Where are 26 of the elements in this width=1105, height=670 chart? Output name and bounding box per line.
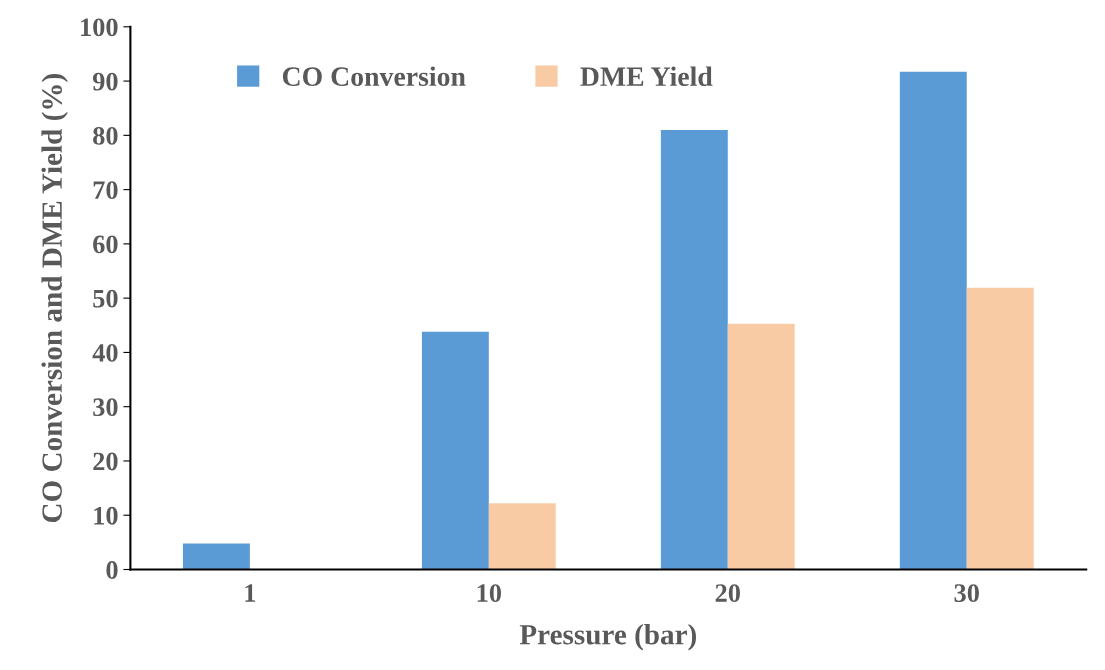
- y-tick-label: 30: [93, 398, 118, 417]
- y-tick-label: 60: [93, 235, 118, 254]
- y-tick-label: 90: [92, 72, 118, 91]
- bar: [488, 503, 556, 570]
- y-tick-label: 10: [94, 506, 118, 525]
- x-tick-label: 30: [954, 584, 979, 602]
- y-tick-label: 50: [93, 289, 118, 308]
- x-tick-label: 10: [477, 584, 502, 602]
- bar: [421, 331, 489, 570]
- bar: [727, 323, 795, 570]
- x-axis-title: Pressure (bar): [519, 623, 696, 651]
- x-tick-label: 20: [715, 584, 740, 602]
- bar: [182, 543, 250, 570]
- y-tick-label: 0: [106, 561, 118, 579]
- y-tick-label: 20: [93, 452, 118, 471]
- y-tick-label: 40: [92, 344, 118, 362]
- bar: [966, 287, 1034, 570]
- y-tick-label: 80: [93, 126, 118, 145]
- bar: [660, 129, 728, 570]
- legend-label: DME Yield: [580, 66, 713, 87]
- x-tick-label: 1: [245, 584, 256, 602]
- legend-label: CO Conversion: [282, 66, 466, 87]
- y-tick-label: 100: [81, 18, 118, 37]
- y-tick-label: 70: [93, 181, 118, 200]
- y-axis-title: CO Conversion and DME Yield (%): [41, 74, 68, 523]
- bar: [899, 71, 967, 570]
